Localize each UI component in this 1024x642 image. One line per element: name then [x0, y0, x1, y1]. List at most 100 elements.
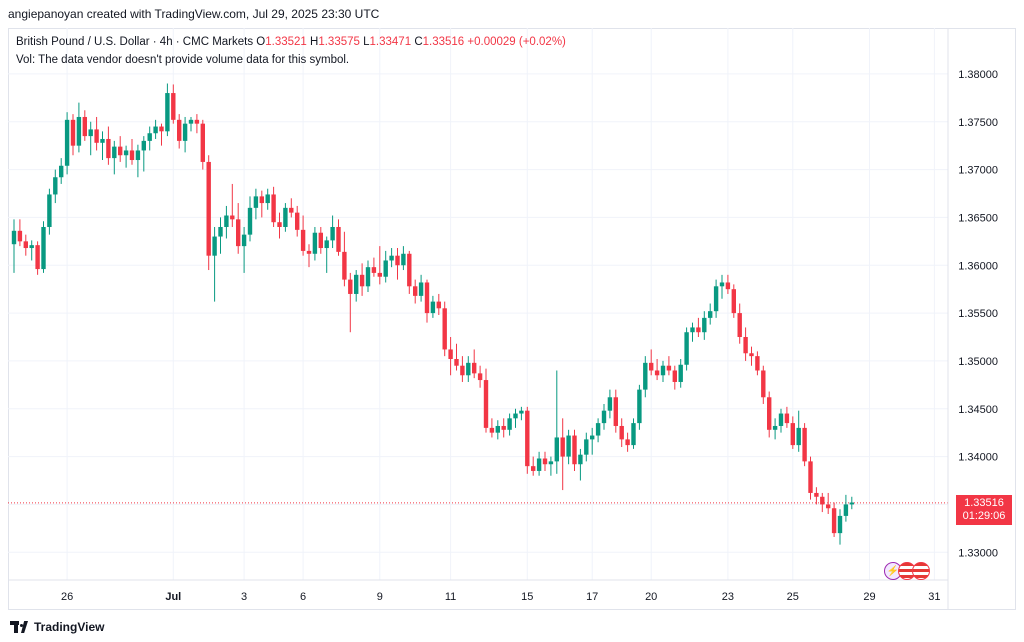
candle-body	[359, 274, 365, 287]
candle-body	[590, 435, 595, 440]
candle-body	[295, 212, 300, 230]
close-value: 1.33516	[422, 36, 465, 48]
footer-brand[interactable]: TradingView	[10, 618, 104, 636]
candle-body	[578, 454, 583, 465]
candle-body	[731, 289, 736, 314]
candle-body	[177, 119, 182, 141]
candle-body	[147, 133, 152, 141]
us-flag-icon[interactable]	[912, 562, 930, 580]
candle-body	[531, 466, 536, 471]
candle-body	[554, 437, 559, 462]
candle-body	[230, 215, 235, 220]
candle-body	[82, 116, 87, 137]
high-label: H	[310, 36, 319, 48]
event-badges[interactable]: ⚡	[884, 562, 930, 580]
candle-body	[342, 251, 347, 280]
candle-body	[171, 93, 176, 120]
candle-body	[849, 502, 854, 505]
y-tick-label: 1.33000	[958, 547, 998, 559]
candle-body	[206, 161, 211, 256]
candle-body	[637, 389, 642, 424]
candle-body	[165, 93, 170, 132]
candle-body	[713, 286, 719, 312]
brand-name: TradingView	[34, 620, 105, 634]
y-tick-label: 1.36500	[958, 212, 998, 224]
low-value: 1.33471	[369, 36, 412, 48]
candle-body	[418, 282, 424, 296]
tradingview-logo-icon	[10, 621, 28, 633]
candle-body	[401, 253, 406, 266]
candle-body	[719, 282, 725, 287]
candle-body	[100, 138, 105, 143]
candle-body	[678, 364, 683, 382]
candle-body	[725, 282, 731, 290]
candle-body	[454, 359, 459, 366]
candle-body	[17, 230, 23, 242]
candle-body	[236, 219, 241, 247]
candle-body	[660, 365, 666, 376]
candle-body	[613, 397, 618, 426]
grid-layer	[8, 28, 948, 580]
candle-body	[182, 123, 188, 141]
candle-body	[365, 267, 371, 287]
attribution-text: angiepanoyan created with TradingView.co…	[8, 7, 380, 21]
candle-body	[324, 240, 329, 249]
candle-body	[790, 423, 795, 446]
x-tick-label: 15	[521, 591, 533, 603]
candle-body	[483, 380, 489, 428]
candle-body	[466, 362, 471, 376]
candle-body	[814, 492, 819, 497]
candle-body	[106, 138, 111, 159]
x-tick-label: 23	[722, 591, 734, 603]
candle-body	[241, 234, 247, 247]
candle-body	[772, 425, 778, 430]
candle-body	[513, 413, 518, 419]
y-tick-label: 1.35000	[958, 356, 998, 368]
last-price-value: 1.33516	[964, 496, 1004, 509]
candle-body	[383, 260, 388, 277]
candle-body	[377, 272, 382, 277]
candle-body	[47, 194, 52, 227]
x-tick-label: 17	[586, 591, 598, 603]
candle-body	[354, 274, 359, 294]
candle-body	[306, 250, 312, 254]
candle-body	[519, 410, 524, 414]
candle-body	[619, 425, 624, 440]
y-tick-label: 1.37500	[958, 117, 998, 129]
candle-body	[76, 116, 82, 146]
axis-layer: 1.330001.335001.340001.345001.350001.355…	[61, 69, 998, 603]
candle-body	[784, 413, 790, 424]
candle-body	[135, 150, 141, 161]
x-tick-label: 3	[241, 591, 247, 603]
candle-body	[265, 194, 270, 204]
candle-body	[70, 119, 76, 146]
candle-body	[625, 439, 630, 446]
close-label: C	[414, 36, 423, 48]
candle-body	[389, 255, 394, 261]
candlestick-chart[interactable]: 1.330001.335001.340001.345001.350001.355…	[8, 28, 1016, 610]
y-tick-label: 1.34000	[958, 452, 998, 464]
candle-body	[708, 311, 713, 318]
candle-body	[649, 362, 654, 371]
x-tick-label: 31	[928, 591, 940, 603]
candle-body	[442, 308, 447, 350]
candle-body	[572, 435, 577, 465]
candle-body	[643, 362, 648, 390]
x-tick-label: 25	[787, 591, 799, 603]
candle-body	[271, 194, 276, 223]
candle-body	[566, 435, 571, 457]
candle-body	[64, 119, 70, 166]
candle-body	[672, 370, 677, 382]
y-tick-label: 1.37000	[958, 165, 998, 177]
volume-note: Vol: The data vendor doesn't provide vol…	[16, 54, 350, 66]
candle-body	[472, 362, 477, 374]
y-tick-label: 1.36000	[958, 260, 998, 272]
x-tick-label: Jul	[165, 591, 181, 603]
candle-body	[489, 427, 495, 433]
candle-body	[820, 496, 825, 505]
open-label: O	[256, 36, 266, 48]
candle-body	[247, 207, 253, 235]
change-value: +0.00029 (+0.02%)	[467, 36, 566, 48]
candle-body	[460, 365, 465, 376]
candle-body	[88, 129, 93, 137]
